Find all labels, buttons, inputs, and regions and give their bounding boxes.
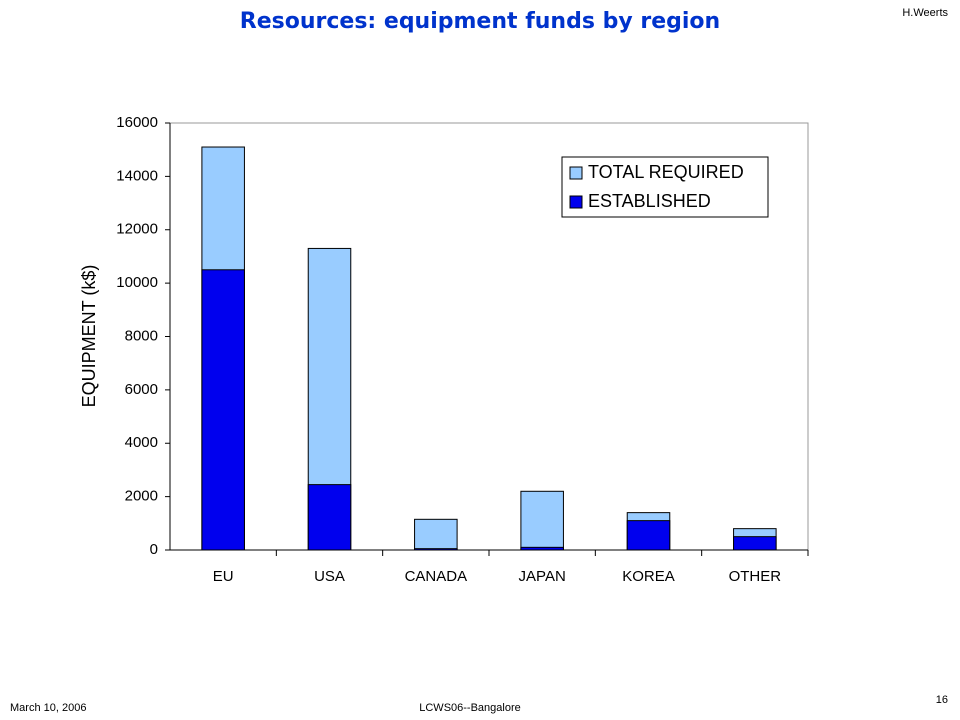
page-number: 16 <box>936 694 948 706</box>
author: H.Weerts <box>902 7 948 19</box>
y-tick-label: 2000 <box>125 488 158 505</box>
x-tick-label: USA <box>314 568 345 585</box>
x-tick-label: EU <box>213 568 234 585</box>
y-tick-label: 0 <box>150 541 158 558</box>
y-tick-label: 16000 <box>116 114 158 131</box>
chart-title: Resources: equipment funds by region <box>240 9 720 34</box>
bar <box>520 490 564 551</box>
event: LCWS06--Bangalore <box>419 702 521 714</box>
y-tick-label: 10000 <box>116 274 158 291</box>
legend-box <box>561 156 769 218</box>
bar <box>626 520 671 551</box>
y-tick-label: 12000 <box>116 221 158 238</box>
y-tick-label: 14000 <box>116 167 158 184</box>
legend-swatch <box>569 195 583 209</box>
bar <box>307 484 352 551</box>
x-tick-label: CANADA <box>405 568 468 585</box>
bar <box>201 269 245 551</box>
x-tick-label: JAPAN <box>519 568 566 585</box>
legend-label: TOTAL REQUIRED <box>588 162 744 182</box>
y-tick-label: 6000 <box>125 381 158 398</box>
x-tick-label: OTHER <box>729 568 782 585</box>
legend-swatch <box>569 166 583 180</box>
bar <box>733 536 777 551</box>
x-tick-label: KOREA <box>622 568 675 585</box>
y-tick-label: 4000 <box>125 434 158 451</box>
y-axis-label: EQUIPMENT (k$) <box>79 265 99 408</box>
bar <box>414 518 458 551</box>
legend-label: ESTABLISHED <box>588 191 711 211</box>
date: March 10, 2006 <box>10 702 86 714</box>
y-tick-label: 8000 <box>125 327 158 344</box>
